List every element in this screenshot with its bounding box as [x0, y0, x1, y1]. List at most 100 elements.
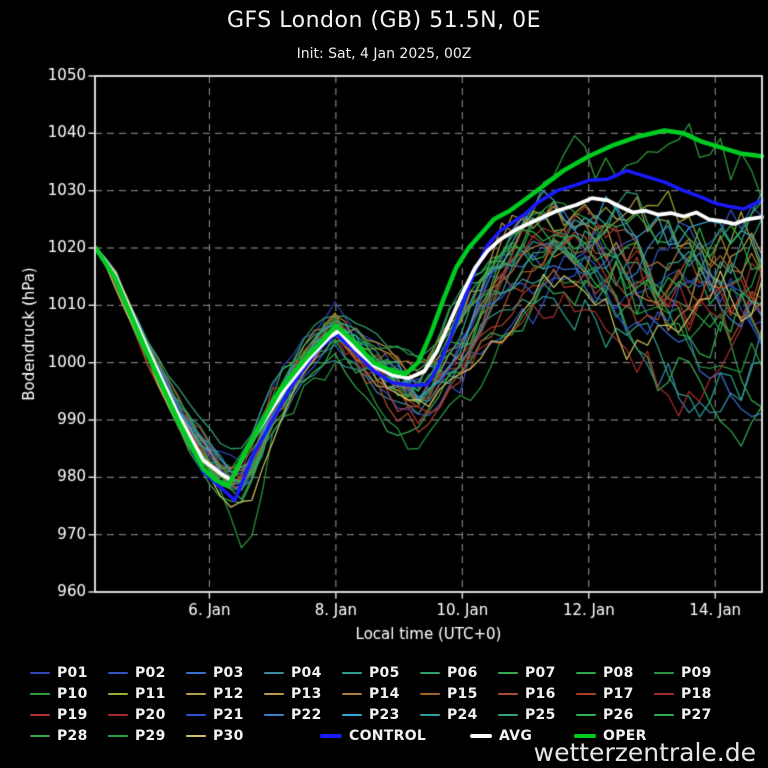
legend-item-label: P21	[213, 706, 244, 723]
legend-item-p24: P24	[420, 705, 498, 724]
legend-item-p26: P26	[576, 705, 654, 724]
legend-item-label: P26	[603, 706, 634, 723]
legend-color-swatch	[576, 692, 596, 695]
legend-item-label: P04	[291, 664, 322, 681]
legend-color-swatch	[654, 692, 674, 695]
legend-color-swatch	[30, 692, 50, 695]
legend-item-label: P19	[57, 706, 88, 723]
legend-item-p14: P14	[342, 684, 420, 703]
legend-color-swatch	[498, 692, 518, 695]
legend-item-p11: P11	[108, 684, 186, 703]
legend-color-swatch	[264, 692, 284, 695]
legend-color-swatch	[498, 713, 518, 716]
legend-color-swatch	[498, 671, 518, 674]
legend-color-swatch	[342, 671, 362, 674]
legend-item-label: P14	[369, 685, 400, 702]
legend-color-swatch	[186, 692, 206, 695]
legend-item-p04: P04	[264, 663, 342, 682]
legend-color-swatch	[186, 734, 206, 737]
legend-item-p10: P10	[30, 684, 108, 703]
legend-item-control: CONTROL	[320, 726, 470, 745]
legend-item-label: CONTROL	[349, 727, 427, 744]
legend-item-p29: P29	[108, 726, 186, 745]
legend-item-p27: P27	[654, 705, 732, 724]
legend-item-p23: P23	[342, 705, 420, 724]
legend-color-swatch	[342, 692, 362, 695]
legend: P01 P02 P03 P04 P05 P06 P07 P08 P09 P10 P11 P12 P13 P…	[30, 663, 744, 745]
legend-item-label: P17	[603, 685, 634, 702]
legend-item-p17: P17	[576, 684, 654, 703]
legend-color-swatch	[420, 692, 440, 695]
legend-item-p01: P01	[30, 663, 108, 682]
legend-item-p21: P21	[186, 705, 264, 724]
legend-item-label: P05	[369, 664, 400, 681]
legend-item-label: P02	[135, 664, 166, 681]
legend-color-swatch	[420, 713, 440, 716]
legend-item-p08: P08	[576, 663, 654, 682]
legend-color-swatch	[186, 671, 206, 674]
legend-item-avg: AVG	[470, 726, 574, 745]
legend-color-swatch	[108, 692, 128, 695]
legend-item-label: OPER	[603, 727, 647, 744]
legend-item-label: AVG	[499, 727, 533, 744]
legend-item-label: P30	[213, 727, 244, 744]
legend-item-label: P10	[57, 685, 88, 702]
legend-item-p20: P20	[108, 705, 186, 724]
legend-color-swatch	[342, 713, 362, 716]
ensemble-chart	[0, 65, 768, 665]
legend-item-p28: P28	[30, 726, 108, 745]
legend-item-label: P06	[447, 664, 478, 681]
legend-color-swatch	[264, 713, 284, 716]
legend-item-label: P03	[213, 664, 244, 681]
legend-item-p25: P25	[498, 705, 576, 724]
legend-color-swatch	[574, 733, 596, 738]
legend-item-p18: P18	[654, 684, 732, 703]
legend-color-swatch	[108, 734, 128, 737]
legend-item-p12: P12	[186, 684, 264, 703]
legend-item-label: P18	[681, 685, 712, 702]
legend-color-swatch	[470, 733, 492, 738]
legend-item-label: P07	[525, 664, 556, 681]
legend-color-swatch	[30, 671, 50, 674]
legend-item-label: P23	[369, 706, 400, 723]
wetterzentrale-watermark: wetterzentrale.de	[533, 738, 756, 767]
legend-color-swatch	[654, 671, 674, 674]
chart-subtitle: Init: Sat, 4 Jan 2025, 00Z	[296, 46, 472, 62]
legend-item-p16: P16	[498, 684, 576, 703]
legend-item-label: P28	[57, 727, 88, 744]
legend-item-p02: P02	[108, 663, 186, 682]
legend-color-swatch	[264, 671, 284, 674]
legend-item-p03: P03	[186, 663, 264, 682]
legend-item-p30: P30	[186, 726, 264, 745]
legend-item-p22: P22	[264, 705, 342, 724]
legend-item-label: P27	[681, 706, 712, 723]
legend-item-label: P13	[291, 685, 322, 702]
legend-color-swatch	[30, 734, 50, 737]
legend-item-p05: P05	[342, 663, 420, 682]
legend-item-label: P12	[213, 685, 244, 702]
legend-item-oper: OPER	[574, 726, 670, 745]
legend-color-swatch	[654, 713, 674, 716]
legend-spacer	[264, 726, 320, 745]
legend-item-p06: P06	[420, 663, 498, 682]
legend-color-swatch	[576, 713, 596, 716]
legend-item-label: P15	[447, 685, 478, 702]
legend-color-swatch	[320, 733, 342, 738]
legend-color-swatch	[576, 671, 596, 674]
legend-item-p07: P07	[498, 663, 576, 682]
chart-title: GFS London (GB) 51.5N, 0E	[226, 8, 542, 33]
legend-item-label: P09	[681, 664, 712, 681]
legend-color-swatch	[108, 671, 128, 674]
legend-item-p09: P09	[654, 663, 732, 682]
legend-color-swatch	[30, 713, 50, 716]
legend-item-p15: P15	[420, 684, 498, 703]
legend-item-label: P24	[447, 706, 478, 723]
legend-item-label: P22	[291, 706, 322, 723]
legend-color-swatch	[108, 713, 128, 716]
legend-item-label: P16	[525, 685, 556, 702]
legend-item-label: P01	[57, 664, 88, 681]
legend-item-label: P11	[135, 685, 166, 702]
legend-item-p13: P13	[264, 684, 342, 703]
legend-color-swatch	[420, 671, 440, 674]
